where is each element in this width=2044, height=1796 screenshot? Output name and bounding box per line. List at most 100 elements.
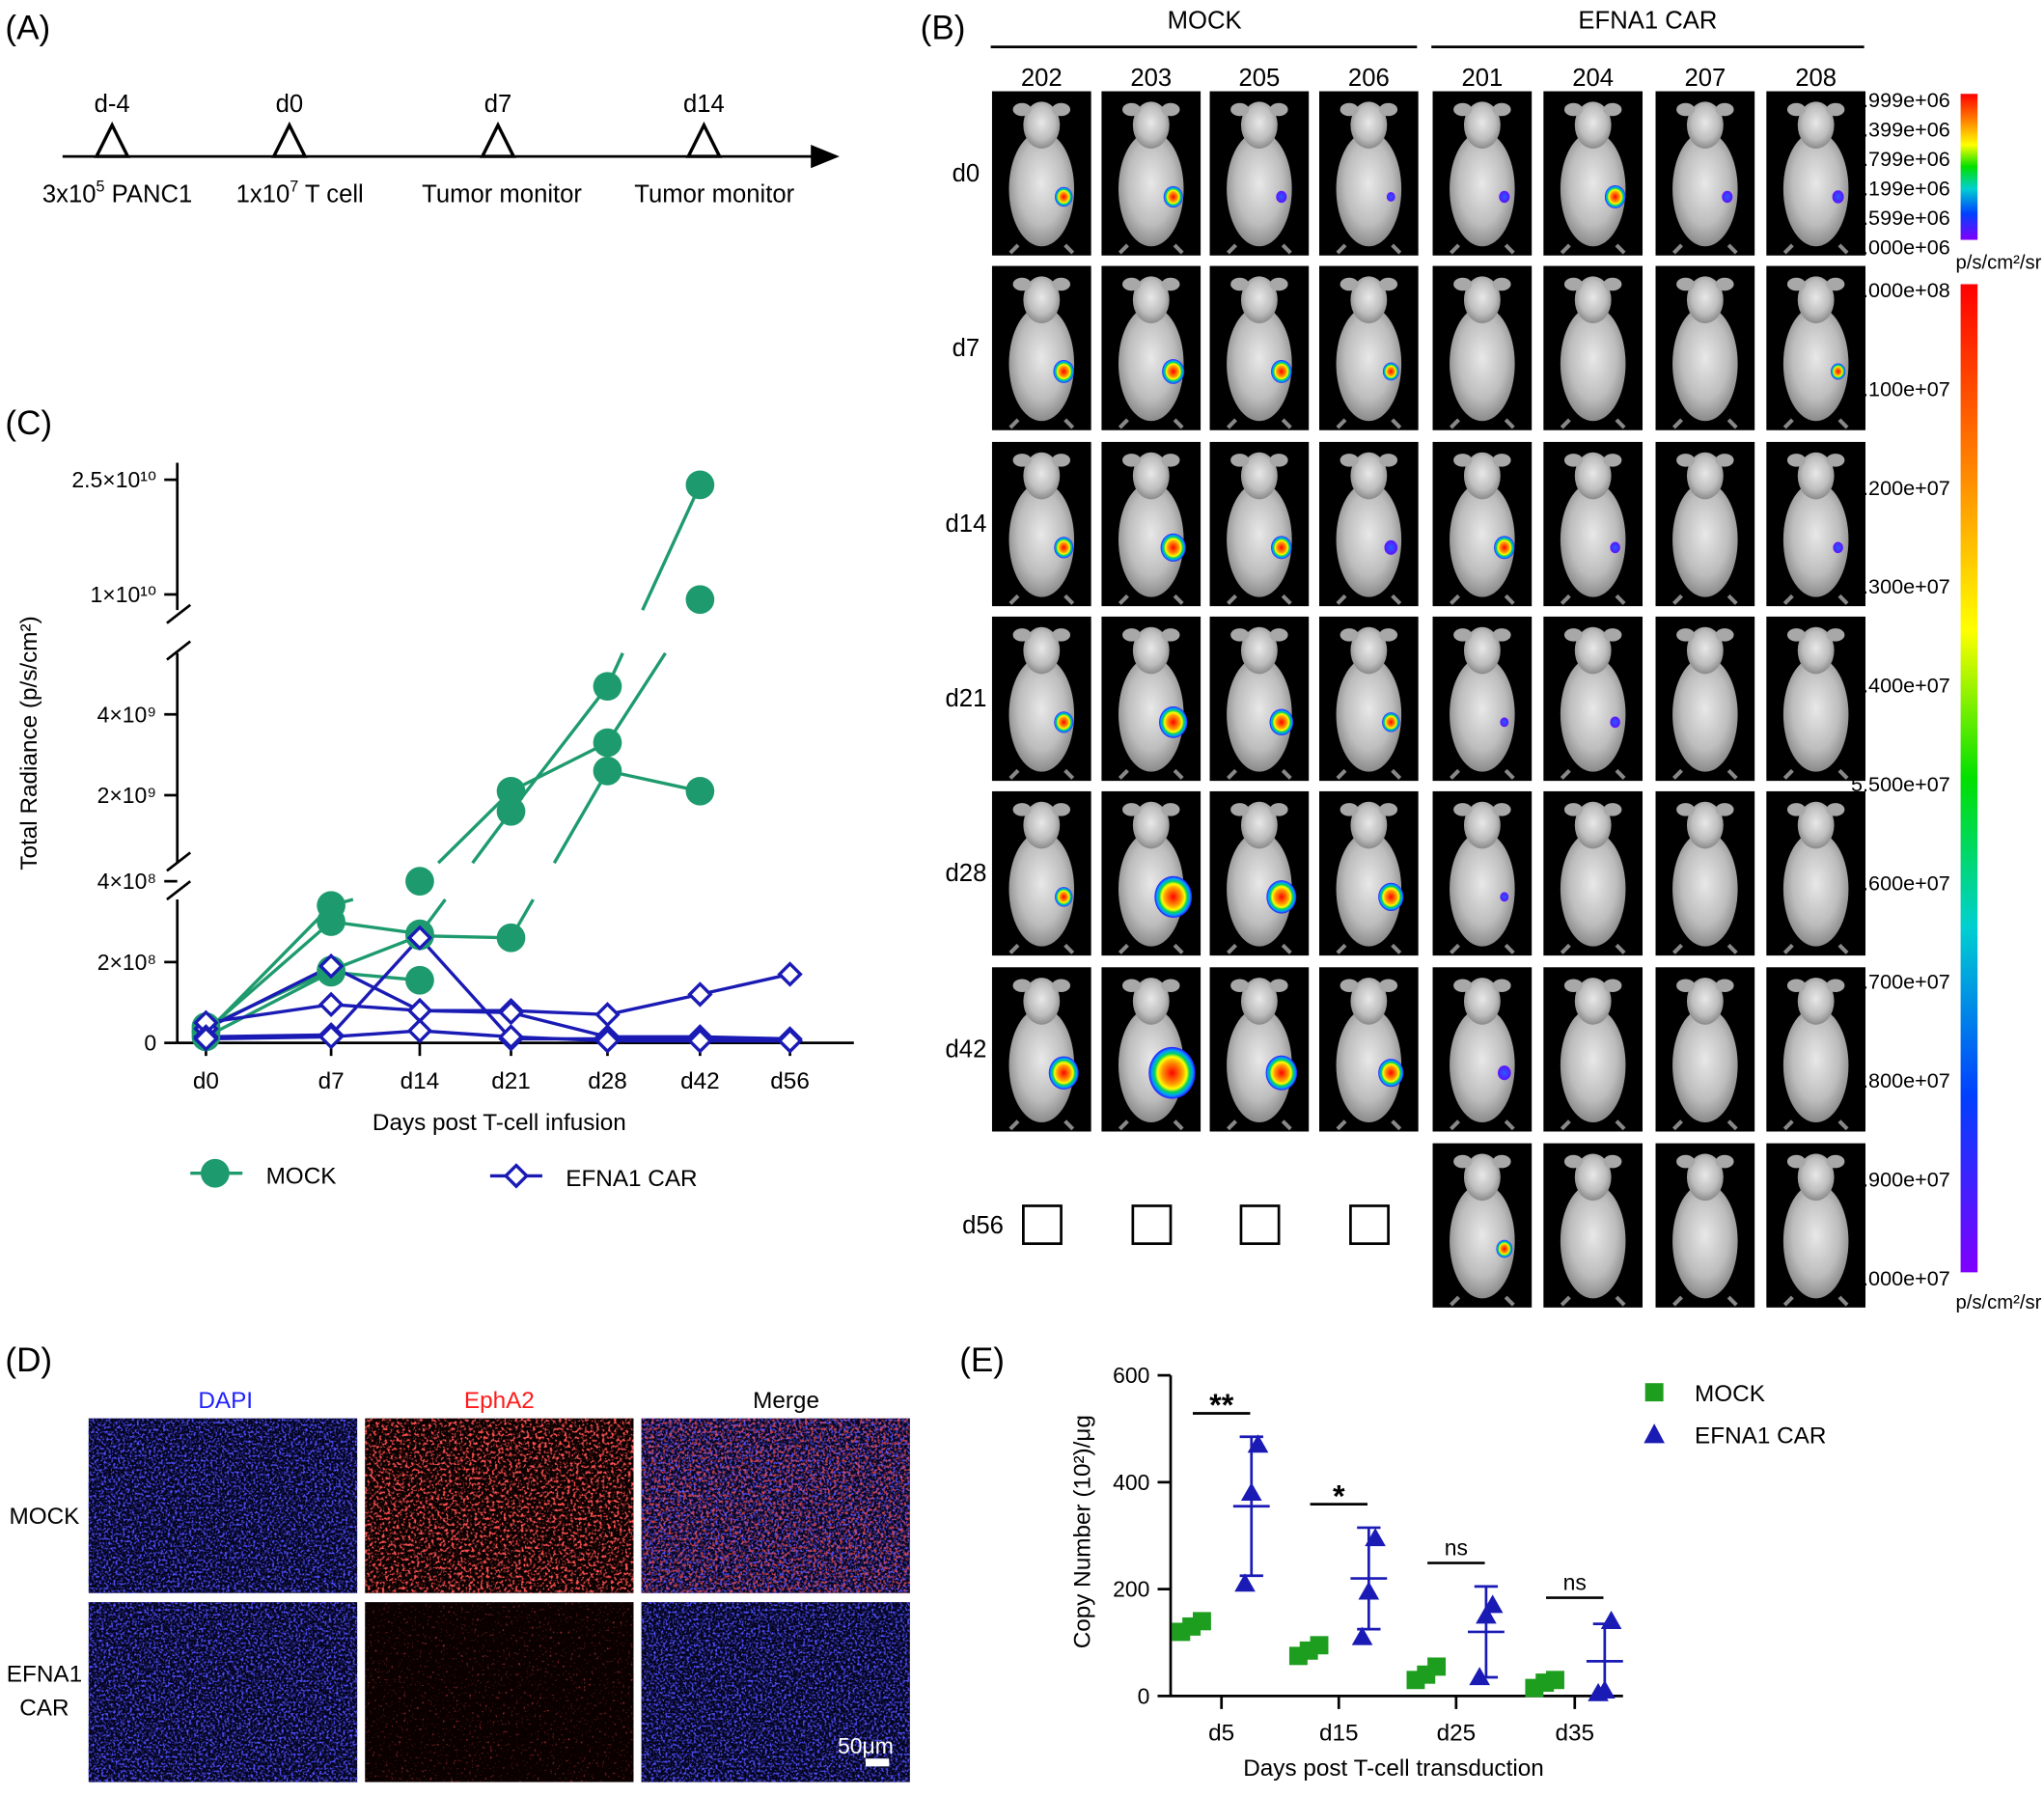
imaging-day-label: d7 — [953, 335, 981, 362]
mouse-image — [1432, 91, 1533, 256]
mouse-image — [1209, 616, 1310, 782]
chart-e-point-mock — [1546, 1671, 1564, 1690]
colorbar-bottom-tick: 2.800e+07 — [1851, 1068, 1950, 1092]
colorbar-top — [1960, 94, 1978, 240]
chart-c-point-mock — [496, 796, 526, 826]
mouse-image — [1432, 790, 1533, 956]
chart-e-point-car — [1600, 1611, 1622, 1629]
chart-e-point-mock — [1192, 1612, 1211, 1631]
mouse-image — [1101, 265, 1202, 430]
mouse-id-label: 203 — [1130, 65, 1172, 92]
chart-c-segment — [330, 920, 421, 936]
imaging-day-label: d21 — [946, 685, 987, 712]
mouse-image — [991, 91, 1091, 256]
chart-e-legend: MOCK EFNA1 CAR — [1643, 1381, 1826, 1449]
chart-c-segment — [510, 685, 609, 813]
chart-c-segment — [606, 651, 667, 744]
mouse-image — [1543, 1143, 1643, 1308]
colorbar-bottom-tick: 5.500e+07 — [1851, 772, 1950, 796]
mouse-image — [1655, 790, 1755, 956]
timeline-day-label: d-4 — [95, 91, 130, 118]
chart-c-point-car — [318, 991, 345, 1018]
colorbar-bottom-tick: 9.100e+07 — [1851, 376, 1950, 401]
colorbar-bottom-tick: 6.400e+07 — [1851, 674, 1950, 698]
chart-c-segment — [607, 992, 701, 1016]
scale-bar — [865, 1758, 890, 1767]
micro-row-label: CAR — [19, 1696, 69, 1722]
mouse-image — [1543, 967, 1643, 1132]
micro-col-dapi: DAPI — [198, 1388, 253, 1414]
panel-b: (B) MOCK EFNA1 CAR 202 203 205 206 201 204 207… — [921, 8, 2042, 1313]
chart-c-segment — [419, 1009, 511, 1014]
mouse-image — [1543, 616, 1643, 782]
chart-c-ytick-label: 2×10⁸ — [97, 950, 156, 975]
chart-c-point-mock — [593, 672, 622, 702]
scale-bar-label: 50μm — [838, 1733, 894, 1758]
chart-c-ticks: 0 2×10⁸ 4×10⁸ 2×10⁹ 4×10⁹ 1×10¹⁰ 2.5×10¹⁰ d0 d7 d… — [71, 467, 809, 1094]
chart-c-xtick-label: d0 — [193, 1068, 219, 1094]
mouse-image — [991, 265, 1091, 430]
chart-c-point-car — [687, 981, 713, 1008]
chart-e-ytick-label: 400 — [1113, 1470, 1149, 1495]
legend-e-mock-label: MOCK — [1695, 1381, 1765, 1407]
chart-e-point-car — [1481, 1594, 1504, 1614]
timeline-event-label: Tumor monitor — [634, 180, 794, 207]
mouse-image — [1319, 967, 1419, 1132]
panel-d: (D) DAPI EphA2 Merge MOCK EFNA1 CAR 50μm — [5, 1341, 910, 1782]
colorbar-bottom-tick: 7.300e+07 — [1851, 574, 1950, 598]
panel-label-b: (B) — [921, 10, 966, 47]
mouse-image — [1209, 441, 1310, 607]
chart-c-points — [191, 470, 803, 1054]
mouse-image — [1655, 265, 1755, 430]
mouse-image-grid: 202 203 205 206 201 204 207 208 d0 d7 d14 d21 d28 d42… — [946, 65, 1865, 1308]
panel-a: (A) d-4 3x105 PANC1 d0 1x107 T cell d7 Tumor … — [5, 10, 840, 208]
chart-c-legend: MOCK EFNA1 CAR — [190, 1158, 698, 1192]
panel-label-a: (A) — [5, 10, 50, 47]
mouse-image — [1432, 441, 1533, 607]
chart-c-segment — [511, 1010, 608, 1038]
imaging-day-label: d56 — [962, 1212, 1004, 1239]
colorbar-bottom-tick: 1.000e+07 — [1851, 1266, 1950, 1290]
timeline-event-label: Tumor monitor — [422, 180, 582, 207]
chart-c-segment — [206, 1003, 332, 1025]
chart-c-ytick-label: 2×10⁹ — [97, 783, 157, 808]
chart-c-segment — [510, 741, 609, 793]
mouse-image — [1319, 91, 1419, 256]
chart-c-xtick-label: d7 — [318, 1068, 345, 1094]
chart-c-axes — [166, 462, 854, 1044]
timeline-event-label: 1x107 T cell — [236, 179, 364, 208]
micro-row-label: EFNA1 — [7, 1662, 82, 1688]
chart-e-point-mock — [1310, 1636, 1329, 1655]
chart-c-segment — [641, 484, 702, 611]
chart-c-point-mock — [317, 907, 345, 936]
chart-c-segment — [205, 920, 333, 1033]
chart-c-segment — [511, 1035, 608, 1043]
mouse-image — [1543, 441, 1643, 607]
mouse-image — [1766, 91, 1865, 256]
mouse-image — [1101, 91, 1202, 256]
chart-c-point-mock — [685, 585, 715, 615]
mouse-image — [1655, 967, 1755, 1132]
mouse-image — [1655, 1143, 1755, 1308]
legend-e-car-marker — [1643, 1423, 1665, 1444]
chart-c-point-car — [498, 1024, 524, 1050]
chart-e-sig-label: * — [1333, 1478, 1345, 1513]
chart-c-segment — [205, 970, 332, 1038]
legend-mock-label: MOCK — [266, 1164, 337, 1190]
mouse-image — [1319, 790, 1419, 956]
car-group-label: EFNA1 CAR — [1578, 8, 1717, 35]
imaging-day-label: d42 — [946, 1036, 987, 1063]
mouse-image — [1655, 616, 1755, 782]
mouse-image — [1209, 265, 1310, 430]
imaging-day-label: d0 — [953, 160, 981, 187]
mouse-image — [1543, 91, 1643, 256]
chart-c-point-car — [406, 925, 433, 951]
colorbar-top-tick: 3.599e+06 — [1851, 206, 1950, 230]
mouse-id-label: 204 — [1572, 65, 1614, 92]
chart-e-sig-label: ** — [1209, 1388, 1234, 1423]
chart-c-xtick-label: d14 — [401, 1068, 440, 1094]
mouse-id-label: 201 — [1461, 65, 1503, 92]
chart-c-point-car — [406, 1017, 433, 1044]
